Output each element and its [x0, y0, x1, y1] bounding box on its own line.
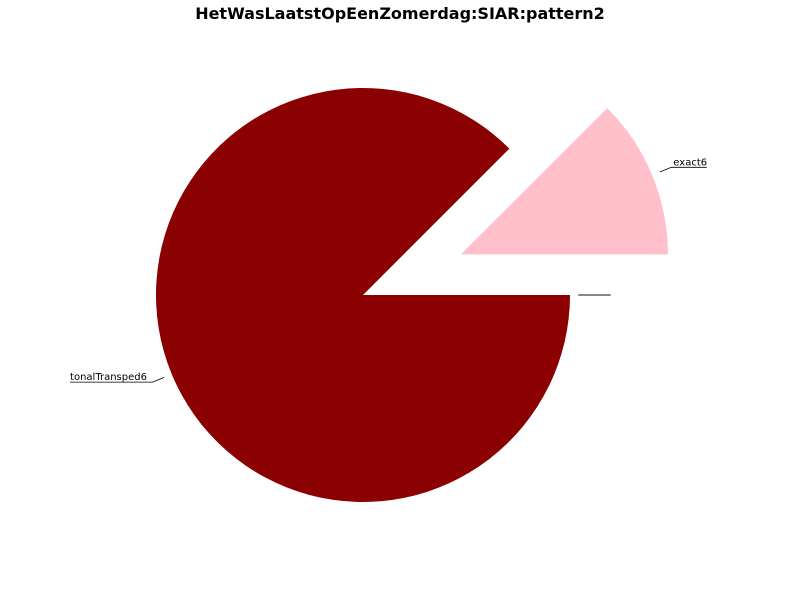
- pie-slice-tonalTranspend6: [156, 88, 571, 503]
- leader-line-tonalTranspend6: [70, 377, 165, 383]
- leader-line-exact6: [659, 166, 707, 173]
- chart-title: HetWasLaatstOpEenZomerdag:SIAR:pattern2: [195, 4, 605, 23]
- slice-label-tonalTranspend6: tonalTransped6: [70, 372, 147, 383]
- slice-label-exact6: exact6: [673, 157, 707, 168]
- pie-slice-exact6: [460, 108, 668, 255]
